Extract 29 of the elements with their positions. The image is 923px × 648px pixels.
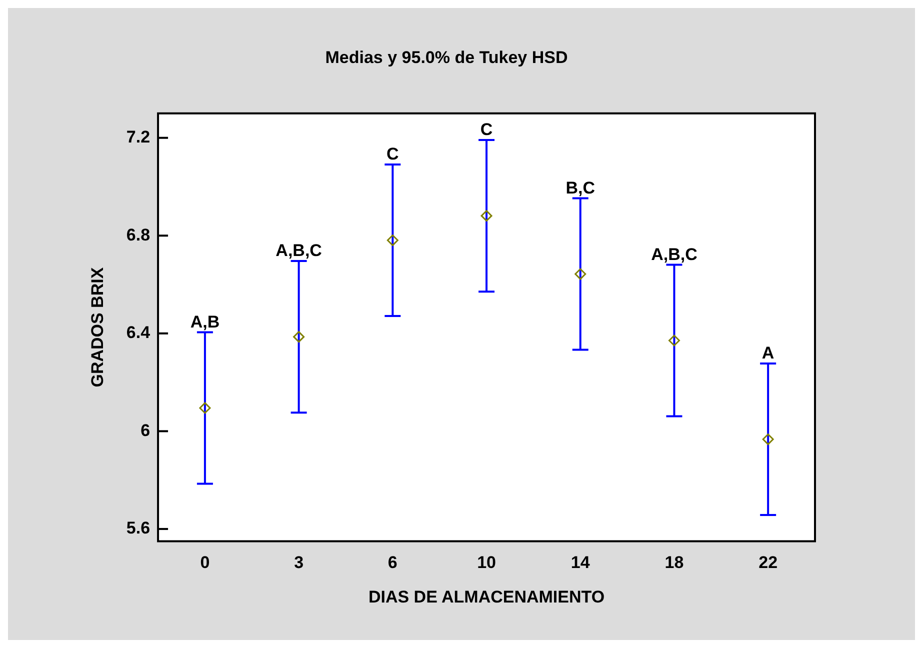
y-tick-label: 6.8 [126,225,150,244]
annotation: B,C [566,178,596,198]
x-tick-label: 18 [664,553,684,572]
annotation: A,B [190,312,220,332]
y-tick-label: 6 [140,420,150,440]
x-tick-label: 3 [294,553,304,572]
annotation: C [480,120,493,140]
annotation: C [386,144,399,164]
annotation: A,B,C [276,241,322,260]
point [574,268,586,280]
x-tick-label: 0 [200,553,210,572]
annotation: A [762,344,774,363]
y-tick-label: 7.2 [126,128,150,147]
chart-title: Medias y 95.0% de Tukey HSD [325,48,568,67]
y-axis-title: GRADOS BRIX [88,266,107,388]
point [293,331,305,343]
x-axis-title: DIAS DE ALMACENAMIENTO [368,587,605,606]
annotation: A,B,C [651,244,698,264]
y-tick-label: 6.4 [126,323,151,342]
point [386,234,398,246]
point [762,434,774,446]
y-tick-label: 5.6 [126,518,150,538]
x-tick-label: 14 [570,553,590,572]
point [199,402,211,414]
x-tick-label: 22 [758,553,778,572]
point [668,334,680,346]
point [480,210,492,222]
x-tick-label: 10 [477,553,496,572]
x-tick-label: 6 [388,553,398,572]
